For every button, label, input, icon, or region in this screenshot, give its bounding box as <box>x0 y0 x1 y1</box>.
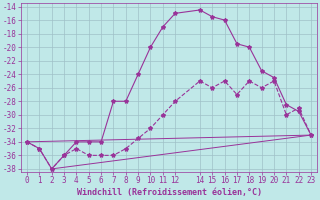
X-axis label: Windchill (Refroidissement éolien,°C): Windchill (Refroidissement éolien,°C) <box>76 188 261 197</box>
